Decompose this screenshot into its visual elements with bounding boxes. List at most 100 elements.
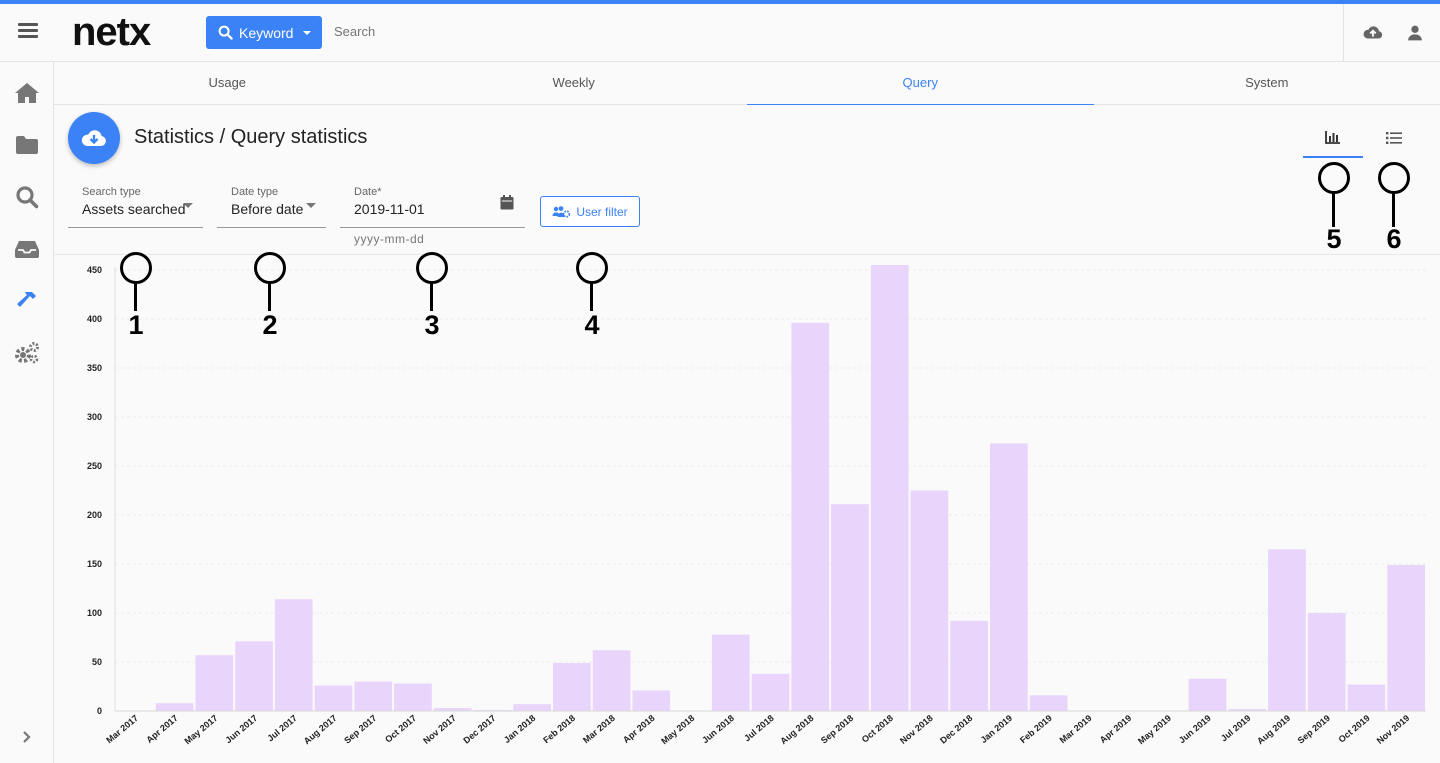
user-filter-label: User filter (576, 204, 628, 219)
chart-divider (54, 254, 1440, 255)
callout-stem (1392, 193, 1395, 227)
date-field[interactable]: Date* 2019-11-01 (340, 182, 525, 228)
hamburger-menu-button[interactable] (14, 20, 42, 46)
chart-bar[interactable] (1307, 612, 1346, 711)
users-cog-icon (552, 205, 571, 218)
search-type-select[interactable]: Search type Assets searched (68, 182, 203, 228)
x-tick-label: May 2017 (183, 713, 220, 746)
callout-number: 6 (1386, 224, 1402, 254)
user-filter-button[interactable]: User filter (540, 196, 640, 227)
callout-stem (1332, 193, 1335, 227)
chart-bar[interactable] (990, 443, 1028, 711)
y-tick-label: 450 (87, 265, 102, 275)
chart-bar[interactable] (632, 690, 671, 711)
chart-view-button[interactable] (1303, 118, 1363, 158)
x-tick-label: Nov 2017 (421, 713, 458, 746)
x-tick-label: Nov 2018 (898, 713, 935, 746)
x-tick-label: Apr 2017 (144, 713, 180, 745)
x-tick-label: May 2018 (659, 713, 696, 746)
folder-icon[interactable] (12, 130, 42, 160)
x-tick-label: Aug 2019 (1255, 713, 1292, 746)
y-tick-label: 50 (92, 657, 102, 667)
gears-icon[interactable] (12, 338, 42, 368)
chart-bar[interactable] (513, 704, 551, 711)
date-label: Date* (354, 186, 382, 198)
keyword-dropdown-button[interactable]: Keyword (206, 16, 322, 49)
chart-bar[interactable] (950, 620, 988, 711)
chart-bar[interactable] (1387, 564, 1425, 711)
hammer-icon[interactable] (12, 286, 42, 316)
chart-bar[interactable] (791, 322, 830, 711)
chart-bar[interactable] (711, 634, 750, 711)
sidebar (0, 62, 54, 763)
x-tick-label: Feb 2019 (1018, 713, 1054, 745)
callout-number: 5 (1326, 224, 1342, 254)
y-tick-label: 350 (87, 363, 102, 373)
chevron-right-icon[interactable] (12, 722, 42, 752)
x-tick-label: Aug 2017 (302, 713, 339, 746)
keyword-label: Keyword (239, 24, 294, 41)
search-input[interactable] (334, 24, 634, 39)
x-tick-label: Aug 2018 (778, 713, 815, 746)
x-tick-label: Sep 2019 (1296, 713, 1332, 746)
date-type-label: Date type (231, 186, 279, 198)
calendar-icon[interactable] (500, 195, 514, 210)
chart-bar[interactable] (870, 265, 909, 711)
chart-bar[interactable] (354, 681, 393, 711)
chart-bar[interactable] (831, 504, 869, 711)
chart-bar[interactable] (1188, 678, 1227, 711)
x-tick-label: Mar 2018 (581, 713, 617, 745)
x-tick-label: Oct 2018 (860, 713, 895, 745)
chart-bar[interactable] (1268, 549, 1306, 711)
date-value: 2019-11-01 (354, 201, 425, 217)
x-tick-label: Jul 2017 (265, 713, 299, 743)
app-header: netx Keyword (0, 4, 1440, 62)
chart-bar[interactable] (1228, 709, 1267, 711)
date-type-select[interactable]: Date type Before date (217, 182, 326, 228)
x-tick-label: Jun 2018 (700, 713, 736, 745)
chart-bar[interactable] (910, 490, 949, 711)
chart-bar[interactable] (394, 683, 432, 711)
x-tick-label: Jul 2018 (742, 713, 776, 743)
home-icon[interactable] (12, 78, 42, 108)
cloud-download-icon (68, 112, 120, 164)
list-icon (1386, 132, 1402, 144)
tab-query[interactable]: Query (747, 62, 1094, 105)
x-tick-label: Dec 2017 (461, 713, 497, 746)
chart-bar[interactable] (235, 641, 273, 711)
y-tick-label: 400 (87, 314, 102, 324)
app-logo[interactable]: netx (72, 10, 151, 54)
chevron-down-icon (183, 203, 193, 208)
chart-bar[interactable] (553, 662, 591, 711)
stats-tabs: Usage Weekly Query System (54, 62, 1440, 105)
callout-circle (1378, 162, 1410, 194)
chart-bar[interactable] (314, 685, 353, 711)
hamburger-icon-line (18, 29, 38, 32)
x-tick-label: Jan 2019 (979, 713, 1015, 745)
tab-weekly[interactable]: Weekly (552, 75, 595, 90)
chart-bar[interactable] (155, 703, 194, 711)
x-tick-label: Oct 2017 (383, 713, 418, 745)
chart-bar[interactable] (1029, 695, 1068, 711)
bar-chart-icon (1325, 131, 1340, 144)
cloud-upload-icon[interactable] (1362, 22, 1384, 44)
list-view-button[interactable] (1364, 118, 1424, 158)
x-tick-label: Sep 2017 (342, 713, 378, 746)
search-icon[interactable] (12, 182, 42, 212)
chart-bar[interactable] (433, 708, 472, 711)
date-format-hint: yyyy-mm-dd (354, 232, 425, 246)
inbox-icon[interactable] (12, 234, 42, 264)
y-tick-label: 250 (87, 461, 102, 471)
chart-bar[interactable] (195, 655, 234, 711)
header-actions (1343, 4, 1440, 62)
x-tick-label: Oct 2019 (1337, 713, 1372, 745)
tab-usage[interactable]: Usage (208, 75, 247, 90)
chart-bar[interactable] (1347, 684, 1386, 711)
user-icon[interactable] (1404, 22, 1426, 44)
chart-bar[interactable] (274, 599, 313, 711)
chart-bar[interactable] (751, 673, 790, 711)
search-type-label: Search type (82, 186, 141, 198)
tab-system[interactable]: System (1245, 75, 1289, 90)
chart-bar[interactable] (592, 650, 631, 711)
y-tick-label: 300 (87, 412, 102, 422)
